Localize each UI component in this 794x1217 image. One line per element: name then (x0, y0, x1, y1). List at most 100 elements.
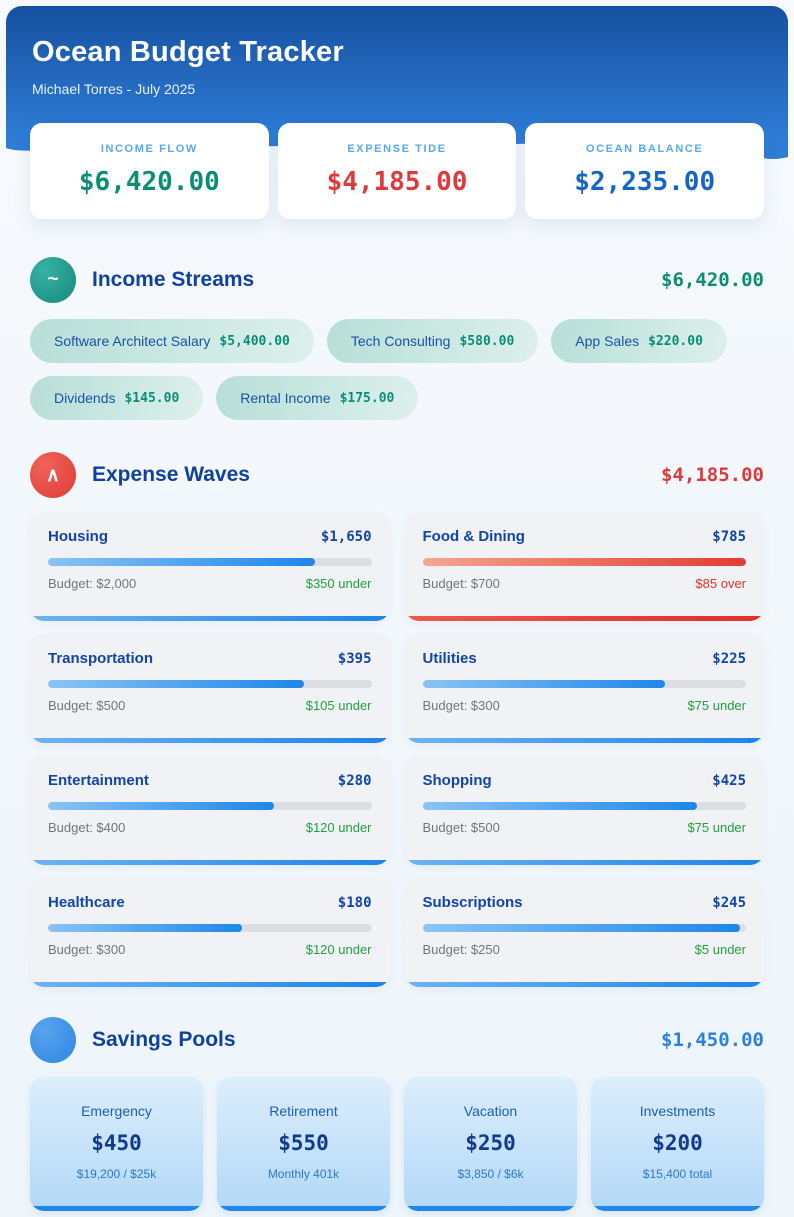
income-source-label: Software Architect Salary (54, 333, 211, 349)
budget-progress-fill (422, 680, 666, 688)
income-source-amount: $175.00 (339, 390, 395, 406)
card-accent-bar (30, 982, 390, 987)
main-content: ~ Income Streams $6,420.00 Software Arch… (6, 257, 788, 1211)
expense-card-top-row: Utilities $225 (423, 650, 747, 667)
savings-total: $1,450.00 (661, 1029, 764, 1051)
expense-spent-amount: $785 (712, 529, 746, 545)
budget-progress-track (48, 680, 372, 688)
budget-progress-fill (48, 924, 243, 932)
summary-card: INCOME FLOW $6,420.00 (30, 123, 269, 219)
expense-category-card[interactable]: Housing $1,650 Budget: $2,000 $350 under (30, 512, 390, 621)
budget-status: $105 under (305, 698, 372, 713)
summary-card: EXPENSE TIDE $4,185.00 (277, 123, 517, 219)
income-source-label: App Sales (575, 333, 640, 349)
savings-section-title: Savings Pools (92, 1028, 236, 1051)
summary-cards-row: INCOME FLOW $6,420.00 EXPENSE TIDE $4,18… (30, 123, 765, 219)
income-pill[interactable]: Tech Consulting $580.00 (326, 319, 539, 363)
savings-pool-amount: $550 (278, 1131, 329, 1155)
income-pill[interactable]: App Sales $220.00 (551, 319, 727, 363)
summary-card-value: $4,185.00 (326, 167, 468, 197)
expense-category-card[interactable]: Healthcare $180 Budget: $300 $120 under (30, 878, 390, 987)
card-accent-bar (591, 1206, 764, 1211)
budget-status: $75 under (687, 820, 746, 835)
expense-spent-amount: $225 (712, 651, 746, 667)
savings-pool-note: $3,850 / $6k (457, 1167, 524, 1181)
expense-card-meta-row: Budget: $400 $120 under (48, 820, 372, 835)
budget-label: Budget: $500 (422, 820, 500, 835)
expense-spent-amount: $395 (337, 651, 372, 667)
expense-category-name: Transportation (48, 650, 154, 667)
wave-icon-glyph: ~ (47, 269, 59, 290)
savings-pool-note: Monthly 401k (267, 1167, 340, 1181)
savings-pool-name: Retirement (269, 1103, 338, 1119)
summary-card-label: INCOME FLOW (100, 143, 198, 155)
card-accent-bar (404, 616, 764, 621)
income-pill[interactable]: Dividends $145.00 (30, 376, 204, 420)
savings-pool-name: Emergency (81, 1103, 152, 1119)
card-accent-bar (30, 1206, 203, 1211)
budget-progress-track (48, 558, 372, 566)
expense-spent-amount: $245 (712, 895, 746, 911)
budget-progress-track (422, 680, 746, 688)
budget-progress-fill (422, 802, 698, 810)
card-accent-bar (404, 982, 764, 987)
budget-progress-track (48, 924, 372, 932)
chevron-up-icon: ∧ (30, 452, 76, 498)
expense-card-meta-row: Budget: $500 $105 under (48, 698, 372, 713)
budget-label: Budget: $400 (48, 820, 126, 835)
budget-label: Budget: $300 (48, 942, 126, 957)
expense-category-name: Housing (48, 528, 108, 545)
savings-pool-card[interactable]: Vacation $250 $3,850 / $6k (404, 1077, 577, 1211)
summary-card: OCEAN BALANCE $2,235.00 (525, 123, 765, 219)
budget-status: $5 under (694, 942, 746, 957)
budget-status: $85 over (695, 576, 746, 591)
savings-pool-card[interactable]: Emergency $450 $19,200 / $25k (30, 1077, 203, 1211)
savings-pool-amount: $450 (91, 1131, 142, 1155)
savings-card-grid: Emergency $450 $19,200 / $25k Retirement… (30, 1077, 764, 1211)
savings-pool-card[interactable]: Retirement $550 Monthly 401k (217, 1077, 390, 1211)
card-accent-bar (30, 616, 390, 621)
income-pill[interactable]: Software Architect Salary $5,400.00 (30, 319, 314, 363)
budget-status: $120 under (305, 820, 372, 835)
income-source-label: Rental Income (240, 390, 331, 406)
expense-card-meta-row: Budget: $300 $120 under (48, 942, 372, 957)
budget-progress-track (48, 802, 372, 810)
expense-spent-amount: $425 (712, 773, 746, 789)
income-pill[interactable]: Rental Income $175.00 (216, 376, 419, 420)
expense-category-card[interactable]: Entertainment $280 Budget: $400 $120 und… (30, 756, 390, 865)
card-accent-bar (404, 738, 764, 743)
expense-card-meta-row: Budget: $500 $75 under (423, 820, 747, 835)
expense-card-top-row: Food & Dining $785 (423, 528, 747, 545)
expense-spent-amount: $280 (337, 773, 372, 789)
card-accent-bar (404, 860, 764, 865)
summary-card-value: $2,235.00 (574, 167, 716, 197)
budget-progress-fill (48, 802, 275, 810)
savings-pool-card[interactable]: Investments $200 $15,400 total (591, 1077, 764, 1211)
expense-category-card[interactable]: Food & Dining $785 Budget: $700 $85 over (404, 512, 764, 621)
expense-category-card[interactable]: Subscriptions $245 Budget: $250 $5 under (404, 878, 764, 987)
budget-status: $120 under (305, 942, 372, 957)
budget-progress-track (422, 558, 746, 566)
expense-total: $4,185.00 (661, 464, 764, 486)
expense-category-card[interactable]: Utilities $225 Budget: $300 $75 under (404, 634, 764, 743)
income-source-amount: $5,400.00 (219, 333, 290, 349)
income-total: $6,420.00 (661, 269, 764, 291)
expense-category-name: Subscriptions (422, 894, 523, 911)
chevron-up-icon-glyph: ∧ (46, 464, 60, 486)
income-section-title: Income Streams (92, 268, 255, 291)
expense-category-name: Utilities (422, 650, 477, 667)
expense-card-top-row: Entertainment $280 (48, 772, 372, 789)
expense-card-grid: Housing $1,650 Budget: $2,000 $350 under… (30, 512, 764, 987)
expense-category-name: Entertainment (48, 772, 149, 789)
budget-progress-fill (422, 558, 746, 566)
expense-category-name: Shopping (422, 772, 492, 789)
expense-card-top-row: Transportation $395 (48, 650, 372, 667)
savings-pool-name: Investments (639, 1103, 716, 1119)
expense-card-top-row: Subscriptions $245 (423, 894, 747, 911)
expense-category-card[interactable]: Shopping $425 Budget: $500 $75 under (404, 756, 764, 865)
budget-label: Budget: $500 (48, 698, 126, 713)
income-pill-list: Software Architect Salary $5,400.00 Tech… (30, 319, 764, 420)
expense-category-card[interactable]: Transportation $395 Budget: $500 $105 un… (30, 634, 390, 743)
summary-card-label: EXPENSE TIDE (347, 143, 447, 155)
